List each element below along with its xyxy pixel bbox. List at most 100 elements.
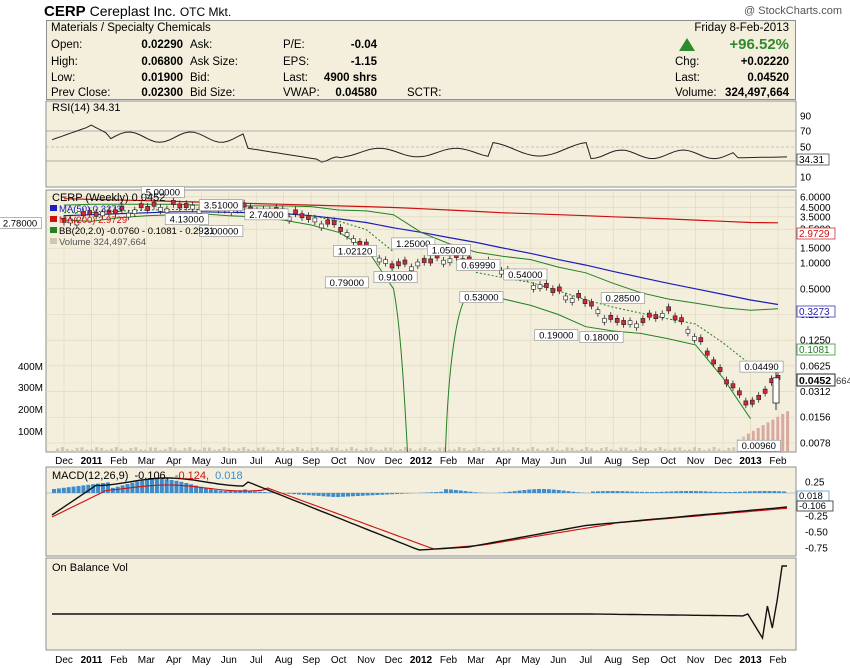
macd-hist-bar [96,483,101,493]
volume-bar [75,447,79,452]
volume-bar [428,449,432,452]
price-annotation-box [391,237,436,250]
eps-value: -1.15 [350,56,377,68]
macd-hist-bar [630,491,635,493]
macd-hist-bar [595,491,600,493]
macd-hist-bar [772,491,777,493]
volume-bar [433,449,437,452]
volume-bar [335,447,339,452]
price-tick-label: 0.0625 [800,361,831,372]
macd-hist-bar [341,493,346,497]
volume-bar [399,449,402,452]
x-axis-label: 2011 [81,655,103,666]
high-value: 0.06800 [141,56,183,68]
last-price-value: 0.04520 [747,72,789,84]
candle-body [737,390,742,396]
volume-bar [418,448,422,452]
volume-bar [90,449,94,452]
macd-tick-label: -0.25 [805,512,828,523]
macd-legend-value: -0.106, [134,470,168,482]
macd-hist-bar [610,491,615,493]
volume-bar [531,447,535,452]
ma200-line [63,198,779,224]
ask-label: Ask: [190,39,213,51]
macd-hist-bar [370,493,375,496]
volume-bar [423,447,427,452]
volume-bar [56,448,59,452]
volume-bar [516,447,520,452]
macd-hist-bar [248,491,252,493]
low-label: Low: [51,72,76,84]
x-axis-label: May [521,456,540,467]
macd-hist-bar [199,486,203,493]
candle-body [331,220,337,226]
price-annotation-box [164,213,209,225]
macd-hist-bar [434,492,439,493]
sector-label: Materials / Specialty Chemicals [51,22,211,34]
macd-hist-bar [708,491,713,493]
x-axis-label: Nov [357,655,375,666]
volume-bar [707,448,711,452]
candle-body [299,213,305,219]
volume-bar [644,448,647,452]
price-tick-label: 1.5000 [800,244,831,255]
x-axis-label: Dec [714,456,732,467]
macd-hist-bar [154,479,159,493]
price-annotation-box [199,199,243,211]
macd-hist-bar [728,491,733,493]
macd-hist-bar [404,493,409,494]
candle-body [306,215,311,220]
macd-hist-bar [399,493,404,494]
candle-body [441,259,446,265]
x-axis-label: Apr [496,655,512,666]
x-axis-label: Mar [467,456,485,467]
percent-change: +96.52% [729,36,789,53]
volume-bar [217,449,221,452]
volume-bar [389,447,393,452]
macd-hist-bar [733,491,738,493]
candle-body [113,209,118,215]
volume-bar [550,447,554,452]
macd-value-box: -0.106 [799,501,826,512]
volume-bar [252,449,255,452]
candle-body [762,388,768,394]
volume-bar [712,447,716,452]
candle-body [421,258,427,263]
price-legend-title: CERP (Weekly) 0.0452 [52,192,165,204]
macd-hist-bar [257,491,262,493]
high-label: High: [51,56,78,68]
macd-hist-bar [742,491,747,493]
volume-bar [85,449,89,452]
macd-hist-bar [61,487,66,493]
quote-date: Friday 8-Feb-2013 [694,22,789,34]
candle-body [338,227,343,232]
volume-bar [786,411,790,452]
ma200-value-box: 2.9729 [799,229,830,240]
price-annotation: 3.51000 [204,201,238,212]
macd-hist-bar [571,491,576,493]
macd-hist-bar [86,484,91,493]
price-annotation-box [579,331,624,343]
price-annotation-box [459,291,504,303]
candle-body [563,295,569,301]
macd-panel: 0.25 -0.25 -0.50 -0.75 MACD(12,26,9) -0.106… [45,466,834,557]
candle-body [171,200,176,205]
candle-body [183,203,189,208]
macd-hist-bar [355,493,360,496]
x-axis-label: Oct [331,655,347,666]
macd-hist-bar [777,491,782,493]
volume-bar [242,447,246,452]
volume-bar [619,447,623,452]
candle-body [87,210,93,216]
volume-bar [526,448,530,452]
macd-hist-bar [267,492,272,493]
volume-bar [732,447,736,452]
obv-line [52,565,787,640]
volume-bar [394,449,398,452]
volume-bar [354,448,358,452]
quote-panel: Materials / Specialty Chemicals Friday 8… [46,20,796,100]
candle-body [672,315,678,321]
volume-bar [452,449,456,452]
volume-bar [369,447,373,452]
volume-bar [183,448,187,452]
